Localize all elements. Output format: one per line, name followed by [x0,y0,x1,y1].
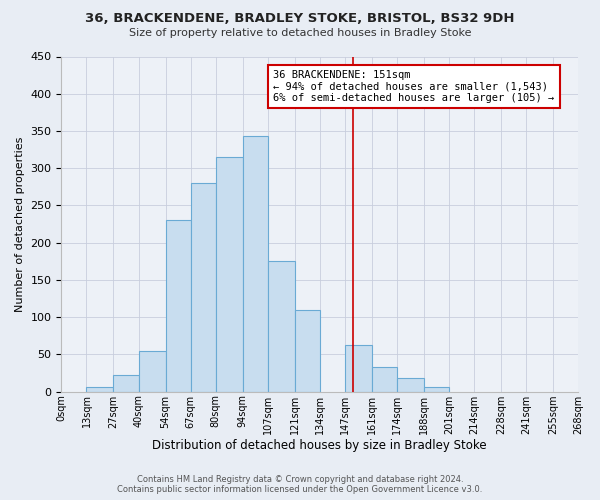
Bar [295,310,320,392]
Text: 36 BRACKENDENE: 151sqm
← 94% of detached houses are smaller (1,543)
6% of semi-d: 36 BRACKENDENE: 151sqm ← 94% of detached… [273,70,554,103]
Bar [191,183,215,392]
Bar [166,220,191,392]
Bar [397,378,424,392]
Bar [372,367,397,392]
Bar [268,262,295,392]
Bar [86,387,113,392]
Text: Contains HM Land Registry data © Crown copyright and database right 2024.: Contains HM Land Registry data © Crown c… [137,475,463,484]
Text: Contains public sector information licensed under the Open Government Licence v3: Contains public sector information licen… [118,485,482,494]
Bar [215,157,242,392]
Y-axis label: Number of detached properties: Number of detached properties [15,136,25,312]
Bar [242,136,268,392]
Bar [345,344,372,392]
Text: Size of property relative to detached houses in Bradley Stoke: Size of property relative to detached ho… [129,28,471,38]
X-axis label: Distribution of detached houses by size in Bradley Stoke: Distribution of detached houses by size … [152,440,487,452]
Bar [139,350,166,392]
Bar [424,387,449,392]
Text: 36, BRACKENDENE, BRADLEY STOKE, BRISTOL, BS32 9DH: 36, BRACKENDENE, BRADLEY STOKE, BRISTOL,… [85,12,515,26]
Bar [113,376,139,392]
